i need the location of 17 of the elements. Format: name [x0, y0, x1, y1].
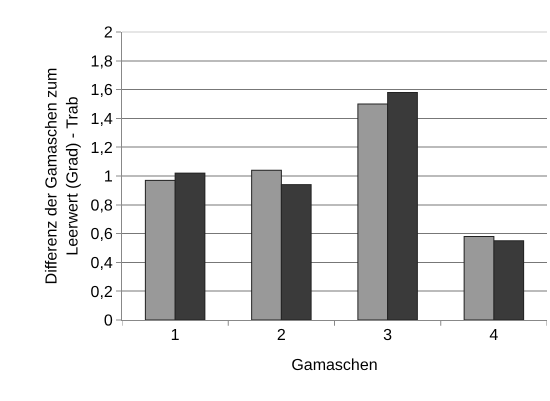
y-tick-label: 1 [104, 168, 113, 186]
y-tick-label: 0 [104, 312, 113, 330]
x-tick-label: 2 [276, 327, 286, 344]
y-tick-label: 1,4 [90, 111, 113, 128]
y-tick-label: 1,6 [90, 82, 113, 100]
y-tick-label: 0,6 [90, 226, 113, 244]
y-tick-label: 2 [104, 24, 113, 42]
x-tick-label: 3 [383, 327, 392, 344]
y-tick-label: 1,2 [90, 140, 113, 157]
x-axis-title: Gamaschen [291, 356, 378, 374]
x-tick-label: 1 [170, 327, 180, 344]
y-axis-title: Differenz der Gamaschen zum Leerwert (Grad) - Trab [44, 68, 82, 284]
y-tick-label: 1,8 [90, 53, 113, 70]
y-tick-label: 0,8 [90, 197, 113, 214]
x-tick-label: 4 [489, 327, 498, 344]
y-tick-label: 0,2 [90, 284, 113, 301]
y-tick-label: 0,4 [90, 255, 113, 272]
